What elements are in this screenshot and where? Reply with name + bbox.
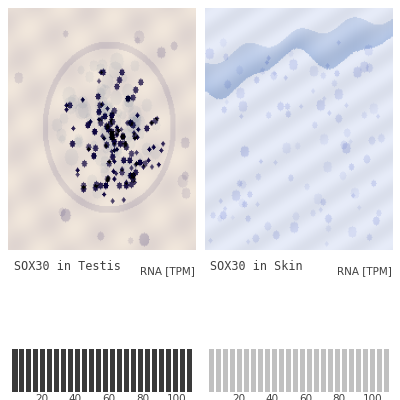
Bar	[370, 349, 375, 392]
Bar	[34, 349, 38, 392]
Bar	[335, 349, 340, 392]
Bar	[96, 349, 101, 392]
Bar	[286, 349, 291, 392]
Bar	[75, 349, 80, 392]
Bar	[138, 349, 143, 392]
Bar	[124, 349, 129, 392]
Bar	[159, 349, 164, 392]
Bar	[265, 349, 270, 392]
Bar	[103, 349, 108, 392]
Bar	[251, 349, 256, 392]
Bar	[314, 349, 319, 392]
Bar	[82, 349, 88, 392]
Bar	[244, 349, 249, 392]
Bar	[131, 349, 136, 392]
Bar	[173, 349, 178, 392]
Text: RNA [TPM]: RNA [TPM]	[337, 266, 392, 276]
Bar	[223, 349, 228, 392]
Bar	[377, 349, 382, 392]
Bar	[293, 349, 298, 392]
Bar	[307, 349, 312, 392]
Bar	[230, 349, 235, 392]
Bar	[272, 349, 277, 392]
Bar	[117, 349, 122, 392]
Bar	[20, 349, 24, 392]
Bar	[209, 349, 214, 392]
Text: RNA [TPM]: RNA [TPM]	[140, 266, 195, 276]
Bar	[180, 349, 185, 392]
Bar	[384, 349, 389, 392]
Text: SOX30 in Testis: SOX30 in Testis	[14, 260, 120, 272]
Bar	[68, 349, 74, 392]
Bar	[48, 349, 52, 392]
Bar	[26, 349, 32, 392]
Bar	[40, 349, 46, 392]
Bar	[12, 349, 18, 392]
Bar	[61, 349, 66, 392]
Bar	[321, 349, 326, 392]
Bar	[166, 349, 171, 392]
Bar	[216, 349, 221, 392]
Bar	[152, 349, 157, 392]
Bar	[342, 349, 347, 392]
Bar	[54, 349, 60, 392]
Bar	[258, 349, 263, 392]
Bar	[110, 349, 115, 392]
Bar	[349, 349, 354, 392]
Bar	[328, 349, 333, 392]
Bar	[237, 349, 242, 392]
Bar	[279, 349, 284, 392]
Bar	[145, 349, 150, 392]
Bar	[300, 349, 305, 392]
Text: SOX30 in Skin: SOX30 in Skin	[210, 260, 303, 272]
Bar	[363, 349, 368, 392]
Bar	[89, 349, 94, 392]
Bar	[187, 349, 192, 392]
Bar	[356, 349, 361, 392]
